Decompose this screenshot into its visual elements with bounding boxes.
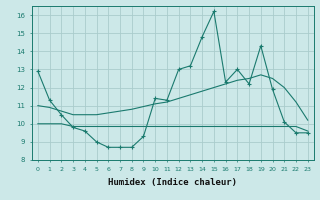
X-axis label: Humidex (Indice chaleur): Humidex (Indice chaleur) <box>108 178 237 186</box>
